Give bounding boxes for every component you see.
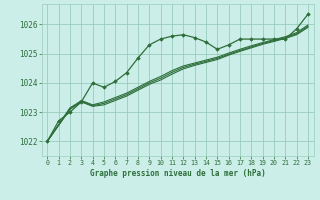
X-axis label: Graphe pression niveau de la mer (hPa): Graphe pression niveau de la mer (hPa) bbox=[90, 169, 266, 178]
